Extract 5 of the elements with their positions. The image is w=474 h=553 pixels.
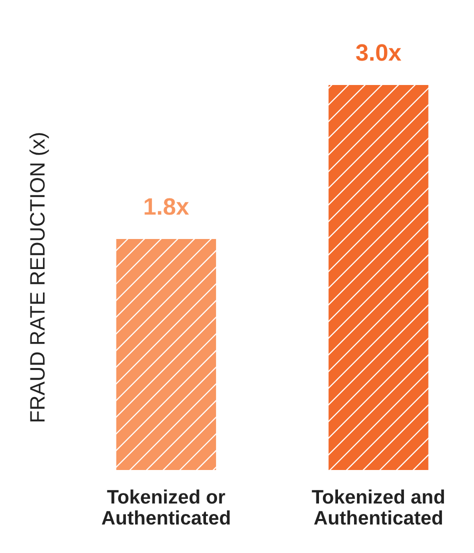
data-label: 3.0x bbox=[356, 44, 402, 61]
data-label: 1.8x bbox=[144, 198, 189, 215]
y-axis-title: FRAUD RATE REDUCTION (x) bbox=[29, 133, 49, 422]
x-tick-label: Tokenized or Authenticated bbox=[102, 489, 230, 525]
x-tick-label: Tokenized and Authenticated bbox=[312, 489, 444, 525]
